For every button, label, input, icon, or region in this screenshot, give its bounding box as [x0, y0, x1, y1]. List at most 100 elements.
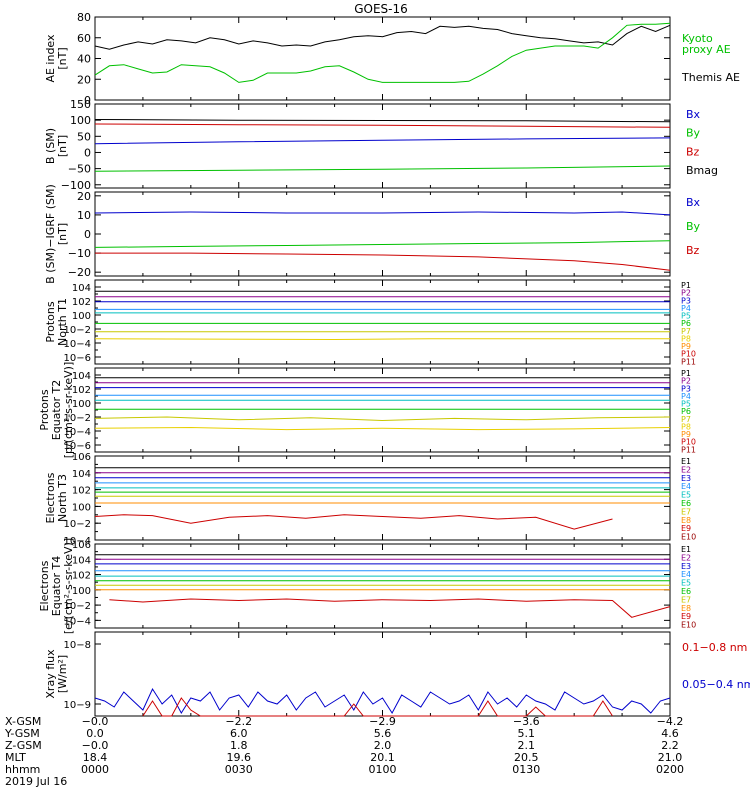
y-axis-label: [nT] [56, 135, 69, 157]
panel-frame [94, 16, 671, 101]
panel-frame [94, 367, 671, 453]
legend-label: E8 [681, 516, 691, 525]
legend-label: Bz [686, 244, 700, 257]
panel-frame [94, 455, 671, 541]
legend-label: P7 [681, 415, 691, 424]
legend-label: E10 [681, 533, 696, 542]
panel-bsm: −100 −50 0 50 100 150 B (SM) [nT] Bx By Bz Bmag [44, 98, 718, 192]
y-tick-label: 10−9 [64, 700, 91, 711]
legend-label: P1 [681, 281, 691, 290]
y-tick-label: 104 [72, 371, 91, 382]
y-tick-label: 10−2 [64, 413, 91, 424]
panel-frame [94, 103, 671, 189]
y-tick-label: −50 [68, 163, 91, 176]
legend-label: By [686, 220, 701, 233]
y-tick-label: 102 [72, 571, 91, 582]
y-tick-label: 60 [77, 32, 91, 45]
y-tick-label: −20 [68, 266, 91, 279]
y-axis-label: Protons [38, 389, 51, 430]
y-tick-label: 10−6 [64, 353, 91, 364]
footer-value: 0000 [81, 763, 109, 776]
legend-label: P10 [681, 438, 696, 447]
footer-value: 20.1 [370, 751, 395, 764]
y-tick-label: 106 [72, 452, 91, 463]
footer-value: −3.6 [513, 715, 540, 728]
y-tick-label: 10−4 [64, 616, 91, 627]
legend-label: P2 [681, 377, 691, 386]
panel-frame [94, 191, 671, 277]
y-tick-label: 10−2 [64, 601, 91, 612]
footer-row-label: 2019 Jul 16 [5, 775, 67, 788]
footer-row-label: X-GSM [5, 715, 41, 728]
footer-value: 6.0 [230, 727, 248, 740]
y-tick-label: 0 [84, 228, 91, 241]
series-line-p8 [94, 338, 670, 341]
legend-label: 0.05−0.4 nm [682, 678, 750, 691]
footer-value: 0200 [656, 763, 684, 776]
legend-label: E1 [681, 545, 691, 554]
y-axis-label: [W/m²] [56, 655, 69, 693]
footer-value: −4.2 [657, 715, 684, 728]
legend-label: P4 [681, 392, 691, 401]
legend-label: E6 [681, 587, 691, 596]
legend-label: P7 [681, 327, 691, 336]
legend-label: Bmag [686, 164, 718, 177]
legend-label: 0.1−0.8 nm [682, 641, 747, 654]
legend-label: P6 [681, 407, 691, 416]
footer-value: 2.2 [661, 739, 679, 752]
y-tick-label: 104 [72, 469, 91, 480]
footer-value: 18.4 [83, 751, 108, 764]
legend-label: By [686, 127, 701, 140]
y-tick-label: 10−4 [64, 536, 91, 547]
legend-label: P3 [681, 296, 691, 305]
legend-label: E10 [681, 621, 696, 630]
panel-bigrf: −20 −10 0 10 20 B (SM)−IGRF (SM) [nT] Bx By Bz [44, 184, 701, 284]
footer-value: 2.0 [374, 739, 392, 752]
legend-label: E4 [681, 570, 691, 579]
y-tick-label: 10−2 [64, 325, 91, 336]
legend-label: E9 [681, 612, 691, 621]
footer-value: −2.9 [369, 715, 396, 728]
legend-label: Bx [686, 108, 701, 121]
y-tick-label: 10−4 [64, 339, 91, 350]
y-tick-label: 10−4 [64, 427, 91, 438]
y-tick-label: 80 [77, 11, 91, 24]
footer-value: 0030 [225, 763, 253, 776]
footer-value: −0.0 [82, 715, 109, 728]
y-axis-label: [p/(cm²-s-sr-keV)] [62, 362, 75, 459]
footer-value: 1.8 [230, 739, 248, 752]
legend-label: P8 [681, 422, 691, 431]
y-axis-label: Protons [44, 301, 57, 342]
legend-label: P6 [681, 319, 691, 328]
series-line-by [94, 240, 671, 248]
series-line-kyoto-proxy-ae [94, 22, 671, 83]
legend-label: E6 [681, 499, 691, 508]
legend-label: P9 [681, 430, 691, 439]
y-tick-label: 20 [77, 73, 91, 86]
panel-frame [94, 543, 671, 629]
footer-row-label: Y-GSM [4, 727, 40, 740]
y-axis-label: B (SM)−IGRF (SM) [44, 184, 57, 284]
legend-label: E7 [681, 507, 691, 516]
legend-label: E5 [681, 491, 691, 500]
legend-label: P9 [681, 342, 691, 351]
y-tick-label: 0 [84, 94, 91, 107]
legend-label: Kyoto [682, 32, 713, 45]
y-tick-label: 10−2 [64, 519, 91, 530]
footer-value: 19.6 [227, 751, 252, 764]
y-tick-label: 20 [77, 190, 91, 203]
series-line-bx [94, 137, 671, 145]
y-tick-label: −10 [68, 247, 91, 260]
y-tick-label: 102 [72, 297, 91, 308]
panel-xray: 10−9 10−8 Xray flux [W/m²] 0.1−0.8 nm 0.05−0.… [44, 631, 750, 717]
y-axis-label: AE index [44, 34, 57, 83]
legend-label: P11 [681, 445, 696, 454]
y-tick-label: 10−6 [64, 441, 91, 452]
legend-label: P5 [681, 312, 691, 321]
legend-label: E2 [681, 465, 691, 474]
y-tick-label: 100 [72, 502, 91, 513]
footer-value: 5.1 [518, 727, 536, 740]
series-line-p8 [94, 426, 671, 431]
